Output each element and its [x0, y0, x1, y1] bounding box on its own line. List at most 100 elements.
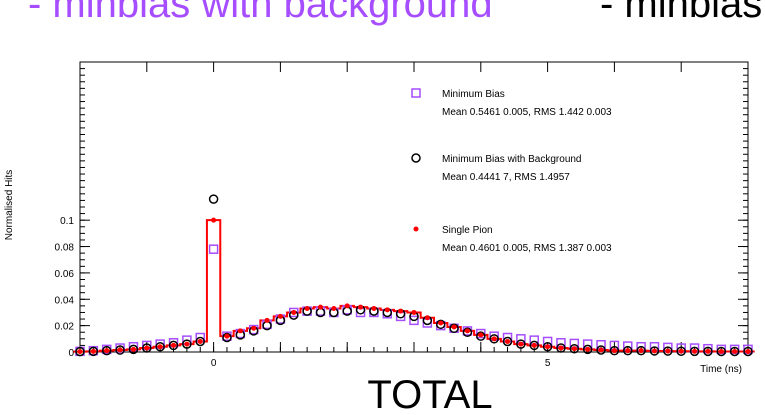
series-minimum-bias-with-background-point [676, 346, 686, 356]
series-single-pion-point [264, 317, 270, 323]
y-tick-label: 0.08 [55, 243, 75, 254]
series-minimum-bias-with-background-point [569, 343, 580, 354]
series-minimum-bias-with-background-point [222, 332, 232, 343]
x-axis-unit: Time (ns) [700, 364, 742, 375]
series-minimum-bias-with-background-point [489, 334, 499, 344]
axis-ticks: 0 0.02 0.04 0.06 0.08 0.1 0 5 [55, 61, 749, 369]
series-minimum-bias-with-background-point [142, 343, 152, 353]
series-single-pion-point [371, 306, 377, 311]
series-single-pion-point [438, 320, 444, 326]
series-single-pion-point [638, 348, 644, 354]
series-single-pion-point [317, 304, 323, 310]
series-minimum-bias-with-background-point [435, 319, 446, 330]
series-single-pion-point [117, 347, 123, 353]
series-single-pion-point [585, 346, 591, 352]
legend-stats: Mean 0.4601 0.005, RMS 1.387 0.003 [442, 243, 612, 254]
series-minimum-bias-with-background-point [689, 346, 700, 357]
series-single-pion-point [251, 325, 257, 331]
legend-label: Single Pion [442, 225, 493, 236]
series-single-pion-point [358, 304, 364, 310]
legend-marker-single-pion [413, 226, 419, 232]
series-minimum-bias-point [476, 328, 486, 339]
series-single-pion-point [651, 348, 657, 354]
series-single-pion-point [104, 348, 110, 354]
series-minimum-bias-with-background-point [663, 346, 673, 356]
series-single-pion-point [237, 328, 243, 334]
legend-marker-minimum-bias-with-background [411, 153, 421, 163]
series-single-pion-point [625, 348, 631, 354]
series-minimum-bias-with-background-point [542, 341, 553, 352]
series-minimum-bias-point [289, 307, 299, 318]
series-single-pion-point [90, 348, 96, 354]
series-minimum-bias-with-background-point [743, 346, 753, 357]
series-single-pion-point [304, 306, 310, 311]
series-single-pion-point [211, 217, 217, 223]
series-minimum-bias-with-background-point [128, 344, 139, 355]
legend: Minimum Bias Mean 0.5461 0.005, RMS 1.442… [411, 88, 612, 254]
series-single-pion-line [73, 219, 755, 353]
series-single-pion-point [411, 309, 417, 315]
series-single-pion-point [478, 332, 484, 338]
series-minimum-bias-with-background-point [155, 341, 165, 352]
series-single-pion-point [424, 315, 430, 321]
series-single-pion-point [384, 307, 390, 313]
series-single-pion-point [665, 348, 671, 354]
series-single-pion-point [571, 346, 577, 352]
series-single-pion-point [464, 328, 470, 334]
legend-label: Minimum Bias with Background [442, 154, 582, 165]
series-minimum-bias-with-background-point [623, 345, 633, 356]
series-single-pion-point [678, 348, 684, 354]
series-minimum-bias-with-background-point [208, 194, 219, 204]
series-minimum-bias-with-background-point [516, 339, 526, 349]
series-single-pion-point [718, 348, 724, 354]
x-axis-title: TOTAL [367, 373, 492, 415]
series-minimum-bias-with-background-point [182, 339, 192, 349]
series-minimum-bias-with-background-point [502, 336, 513, 347]
legend-stats: Mean 0.4441 7, RMS 1.4957 [442, 172, 570, 183]
series-single-pion-point [277, 313, 283, 319]
series-single-pion-point [184, 341, 190, 347]
y-axis-title: Normalised Hits [4, 170, 15, 241]
series-single-pion-point [732, 348, 738, 354]
series-single-pion-point [130, 346, 136, 352]
y-tick-label: 0.04 [55, 295, 75, 306]
series-minimum-bias-with-background-point [596, 345, 606, 355]
legend-marker-minimum-bias [411, 88, 421, 98]
x-tick-label: 0 [211, 358, 217, 369]
plot-frame [79, 61, 749, 353]
series-minimum-bias-with-background-point [115, 345, 125, 355]
series-single-pion-point [705, 348, 711, 354]
series-single-pion-point [197, 338, 203, 344]
series-minimum-bias-with-background-point [449, 323, 459, 334]
series-minimum-bias-with-background-point [195, 336, 205, 347]
series-minimum-bias-with-background-point [462, 327, 473, 337]
series-single-pion-point [598, 347, 604, 353]
series-single-pion-point [224, 333, 230, 339]
series-single-pion-point [531, 342, 537, 348]
series-minimum-bias-with-background-point [649, 346, 660, 356]
series-minimum-bias-with-background-point [636, 345, 646, 356]
series-minimum-bias-with-background-point [716, 346, 727, 357]
y-tick-label: 0.06 [55, 269, 75, 280]
series-minimum-bias-point [409, 315, 419, 326]
series-marks [73, 194, 755, 357]
series-minimum-bias-with-background-point [582, 344, 593, 355]
series-minimum-bias-with-background-point [729, 346, 740, 357]
y-tick-label: 0.1 [60, 216, 74, 227]
series-single-pion-point [518, 341, 524, 347]
legend-stats: Mean 0.5461 0.005, RMS 1.442 0.003 [442, 107, 612, 118]
series-minimum-bias-with-background-point [703, 346, 713, 357]
series-single-pion-point [77, 349, 83, 355]
y-tick-label: 0 [68, 348, 74, 359]
plot-border [79, 61, 749, 353]
series-minimum-bias-point [208, 244, 219, 254]
series-single-pion-point [692, 348, 698, 354]
series-single-pion-point [331, 306, 337, 311]
series-single-pion-point [144, 345, 150, 351]
series-single-pion-point [398, 308, 404, 314]
legend-title-minbias: - minbias [600, 0, 763, 26]
series-minimum-bias-with-background-point [529, 340, 539, 351]
legend-label: Minimum Bias [442, 89, 505, 100]
